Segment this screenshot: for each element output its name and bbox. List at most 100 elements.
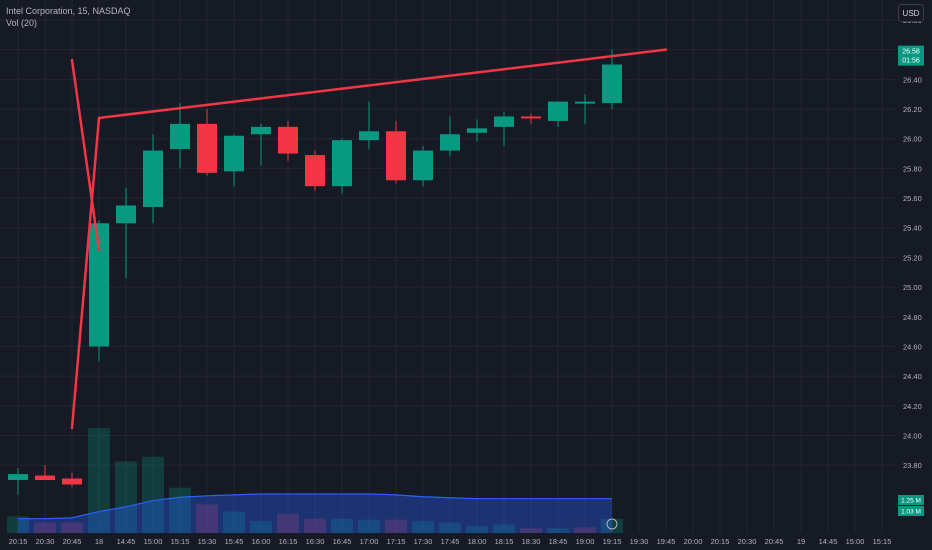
x-tick-label: 15:00 — [144, 537, 163, 546]
x-tick-label: 20:30 — [36, 537, 55, 546]
candle-body — [467, 128, 487, 133]
y-tick-label: 26.20 — [903, 105, 922, 114]
volume-bar — [196, 504, 218, 533]
x-tick-label: 17:15 — [387, 537, 406, 546]
x-tick-label: 14:45 — [819, 537, 838, 546]
volume-label-bg — [898, 495, 924, 505]
candle-body — [359, 131, 379, 141]
x-tick-label: 19 — [797, 537, 805, 546]
candle-body — [548, 101, 568, 121]
volume-bar — [493, 524, 515, 533]
x-tick-label: 15:30 — [198, 537, 217, 546]
y-tick-label: 24.20 — [903, 402, 922, 411]
volume-bar — [304, 518, 326, 533]
candle-body — [35, 475, 55, 480]
x-tick-label: 20:30 — [738, 537, 757, 546]
y-tick-label: 25.40 — [903, 224, 922, 233]
candle-body — [305, 155, 325, 187]
x-tick-label: 20:00 — [684, 537, 703, 546]
candle-body — [278, 126, 298, 154]
y-tick-label: 25.60 — [903, 194, 922, 203]
volume-bar — [88, 428, 110, 533]
volume-bar — [61, 522, 83, 533]
volume-bar — [277, 513, 299, 533]
y-tick-label: 24.00 — [903, 431, 922, 440]
volume-ma-area — [18, 493, 612, 533]
candle-body — [386, 131, 406, 181]
currency-button[interactable]: USD — [898, 4, 924, 22]
y-tick-label: 26.40 — [903, 75, 922, 84]
volume-bar — [439, 522, 461, 533]
candle-body — [143, 150, 163, 207]
volume-bar — [601, 518, 623, 533]
y-tick-label: 24.40 — [903, 372, 922, 381]
volume-bar — [547, 528, 569, 533]
x-tick-label: 20:15 — [9, 537, 28, 546]
volume-bar — [250, 521, 272, 533]
price-countdown: 01:56 — [902, 58, 920, 65]
symbol-title[interactable]: Intel Corporation, 15, NASDAQ — [6, 6, 131, 16]
candle-body — [89, 223, 109, 347]
x-tick-label: 17:30 — [414, 537, 433, 546]
x-tick-label: 18:45 — [549, 537, 568, 546]
volume-bar — [574, 527, 596, 533]
x-tick-label: 18:00 — [468, 537, 487, 546]
volume-bar — [142, 456, 164, 533]
candle-body — [116, 205, 136, 224]
x-tick-label: 19:00 — [576, 537, 595, 546]
x-tick-label: 17:45 — [441, 537, 460, 546]
x-tick-label: 18 — [95, 537, 103, 546]
candle-body — [251, 126, 271, 135]
candle-body — [602, 64, 622, 104]
y-tick-label: 25.20 — [903, 253, 922, 262]
candle-body — [413, 150, 433, 181]
x-tick-label: 15:00 — [846, 537, 865, 546]
x-tick-label: 16:45 — [333, 537, 352, 546]
x-tick-label: 14:45 — [117, 537, 136, 546]
candle-body — [575, 101, 595, 104]
trendline — [97, 48, 668, 120]
candle-body — [197, 123, 217, 173]
x-tick-label: 18:30 — [522, 537, 541, 546]
x-tick-label: 16:15 — [279, 537, 298, 546]
volume-label-bg — [898, 506, 924, 516]
x-tick-label: 19:15 — [603, 537, 622, 546]
volume-bar — [466, 525, 488, 533]
volume-bar — [358, 519, 380, 533]
candle-body — [494, 116, 514, 127]
candle-body — [62, 478, 82, 485]
y-tick-label: 24.80 — [903, 313, 922, 322]
x-tick-label: 19:30 — [630, 537, 649, 546]
volume-bar — [520, 528, 542, 533]
candle-body — [440, 134, 460, 151]
price-label-bg — [898, 45, 924, 66]
volume-bar — [169, 487, 191, 533]
volume-bar — [385, 519, 407, 533]
candle-body — [224, 135, 244, 172]
x-tick-label: 19:45 — [657, 537, 676, 546]
price-label: 26.58 — [902, 49, 920, 56]
x-tick-label: 20:15 — [711, 537, 730, 546]
y-tick-label: 25.80 — [903, 164, 922, 173]
volume-ma-line — [18, 493, 612, 520]
x-tick-label: 20:45 — [63, 537, 82, 546]
volume-bar — [7, 516, 29, 533]
volume-bar — [412, 521, 434, 533]
volume-bar — [115, 461, 137, 533]
trendline — [70, 116, 101, 430]
x-tick-label: 20:45 — [765, 537, 784, 546]
candle-body — [332, 140, 352, 187]
x-tick-label: 15:45 — [225, 537, 244, 546]
x-tick-label: 17:00 — [360, 537, 379, 546]
candle-body — [521, 116, 541, 119]
y-tick-label: 24.60 — [903, 342, 922, 351]
trendline — [70, 58, 101, 252]
x-tick-label: 15:15 — [171, 537, 190, 546]
volume-indicator-label[interactable]: Vol (20) — [6, 18, 38, 28]
volume-bar — [331, 518, 353, 533]
candle-body — [170, 123, 190, 150]
volume-label: 1.25 M — [901, 498, 921, 505]
y-tick-label: 26.00 — [903, 135, 922, 144]
